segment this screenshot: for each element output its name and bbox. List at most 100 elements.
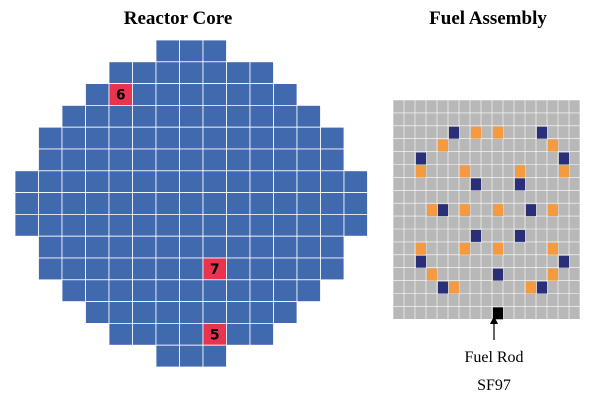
core-cell — [202, 170, 227, 194]
core-cell — [108, 257, 133, 281]
rod-cell — [460, 204, 470, 217]
rod-cell — [548, 268, 558, 281]
core-cell — [108, 148, 133, 172]
core-cell — [132, 170, 157, 194]
core-cell — [155, 126, 180, 150]
rod-cell — [493, 204, 503, 217]
core-cell — [155, 148, 180, 172]
core-cell — [38, 235, 63, 259]
core-cell — [296, 235, 321, 259]
rod-cell — [427, 204, 437, 217]
core-cell — [273, 105, 298, 128]
rod-cell — [416, 242, 426, 255]
core-cell — [249, 322, 274, 346]
core-cell — [132, 279, 157, 302]
core-cell — [155, 213, 180, 237]
core-cell — [132, 213, 157, 237]
core-cell — [226, 105, 251, 128]
core-cell — [179, 301, 204, 324]
core-cell — [249, 126, 274, 150]
core-cell — [226, 257, 251, 281]
core-cell — [320, 148, 345, 172]
rod-cell — [548, 204, 558, 217]
rod-cell — [493, 126, 503, 139]
core-cell — [85, 126, 110, 150]
rod-cell — [471, 230, 481, 242]
core-cell — [155, 61, 180, 84]
core-cell — [155, 170, 180, 194]
reactor-core: 6 7 5 — [14, 39, 368, 368]
core-cell — [226, 213, 251, 237]
core-cell — [179, 105, 204, 128]
rod-cell — [537, 126, 547, 139]
core-cell — [108, 235, 133, 259]
core-cell — [179, 235, 204, 259]
core-cell — [202, 83, 227, 106]
rod-cell — [559, 255, 569, 268]
core-cell — [85, 170, 110, 194]
core-cell — [273, 148, 298, 172]
core-cell — [296, 105, 321, 128]
rod-cell — [416, 165, 426, 178]
rod-cell — [460, 165, 470, 178]
core-cell — [38, 213, 63, 237]
core-cell — [108, 279, 133, 302]
core-cell — [249, 148, 274, 172]
core-cell — [249, 170, 274, 194]
core-cell — [320, 170, 345, 194]
rod-cell — [438, 139, 448, 152]
core-cell — [296, 170, 321, 194]
cell-label: 7 — [210, 262, 220, 278]
core-cell — [179, 148, 204, 172]
core-cell — [320, 126, 345, 150]
core-cell — [132, 148, 157, 172]
core-cell — [61, 235, 86, 259]
core-cell — [38, 126, 63, 150]
core-cell — [85, 192, 110, 215]
core-cell — [296, 148, 321, 172]
core-cell — [14, 192, 39, 215]
core-cell — [108, 322, 133, 346]
core-cell — [249, 83, 274, 106]
rod-cell — [526, 281, 536, 294]
core-cell — [320, 192, 345, 215]
core-cell — [155, 301, 180, 324]
rod-cell — [416, 152, 426, 165]
core-cell — [132, 257, 157, 281]
core-cell — [155, 83, 180, 106]
core-cell — [61, 170, 86, 194]
core-cell — [38, 148, 63, 172]
core-cell — [61, 279, 86, 302]
core-cell — [108, 126, 133, 150]
core-cell — [179, 322, 204, 346]
core-cell — [273, 279, 298, 302]
rod-cell — [526, 204, 536, 217]
fuel-assembly — [392, 99, 581, 320]
core-cell — [132, 61, 157, 84]
core-cell — [179, 192, 204, 215]
assembly-title: Fuel Assembly — [429, 8, 547, 29]
core-cell — [273, 192, 298, 215]
rod-id: SF97 — [477, 377, 511, 394]
core-cell — [320, 235, 345, 259]
cell-label: 6 — [116, 88, 126, 104]
core-cell — [249, 105, 274, 128]
core-cell — [343, 170, 368, 194]
core-cell — [226, 170, 251, 194]
core-cell — [179, 344, 204, 368]
core-cell — [226, 235, 251, 259]
core-cell — [85, 301, 110, 324]
core-cell — [132, 126, 157, 150]
core-cell — [226, 192, 251, 215]
core-cell — [108, 170, 133, 194]
core-cell — [179, 126, 204, 150]
core-cell — [179, 257, 204, 281]
core-cell — [273, 83, 298, 106]
core-cell — [108, 105, 133, 128]
core-cell — [132, 301, 157, 324]
core-cell — [155, 192, 180, 215]
core-cell — [202, 235, 227, 259]
core-cell — [249, 301, 274, 324]
core-cell — [108, 301, 133, 324]
